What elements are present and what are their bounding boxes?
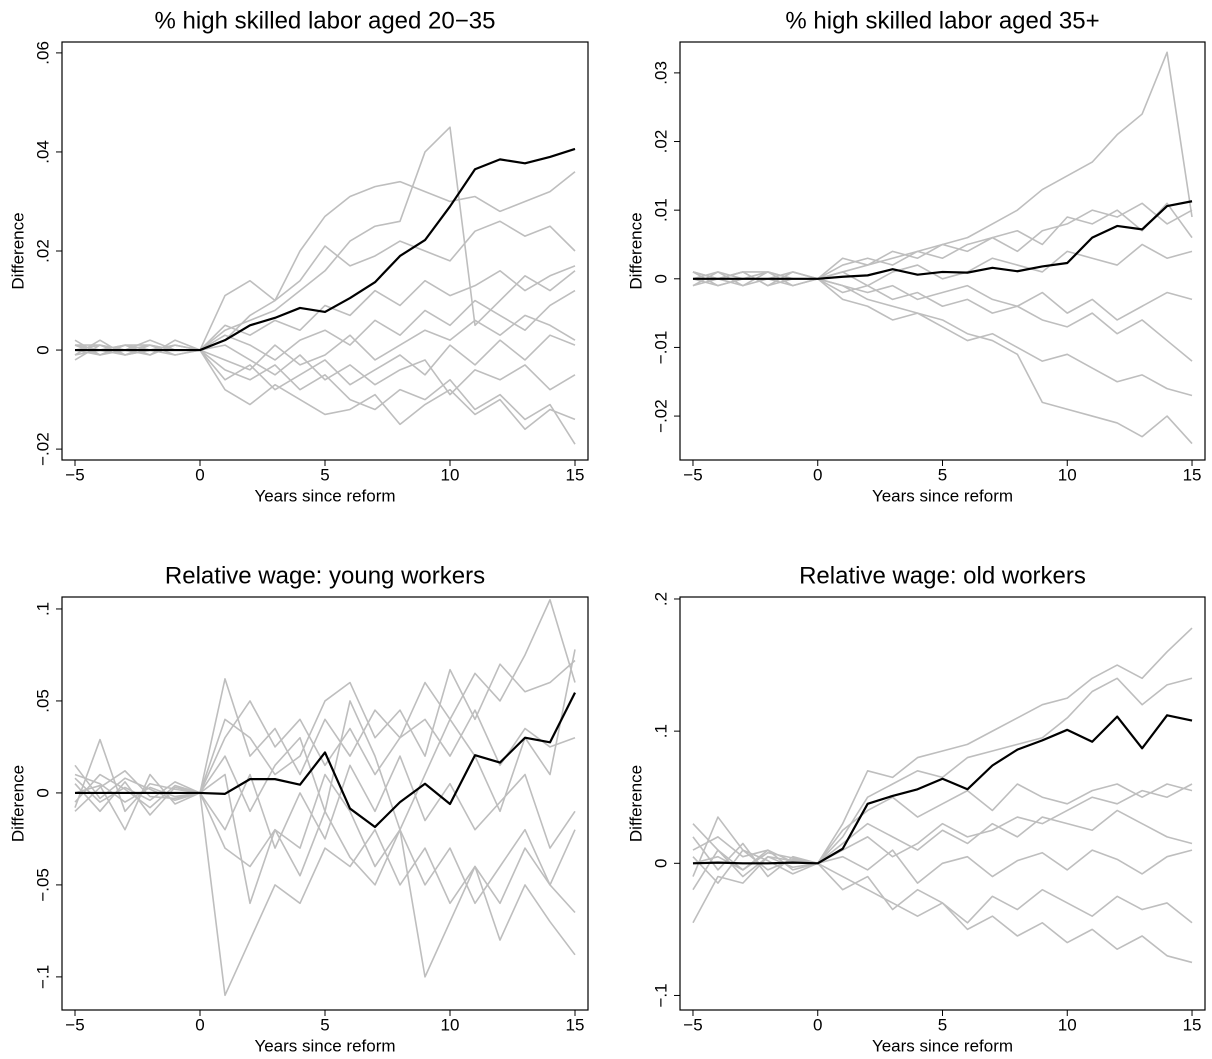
series-line <box>692 783 1193 891</box>
y-tick-label: −.02 <box>651 399 670 433</box>
x-tick-label: 15 <box>1183 1015 1202 1034</box>
series-line <box>692 271 1193 397</box>
plot-frame <box>679 41 1206 461</box>
y-tick-label: .1 <box>33 602 52 616</box>
x-axis-label: Years since reform <box>872 1036 1013 1055</box>
series-line <box>692 809 1193 871</box>
x-axis-label: Years since reform <box>254 486 395 505</box>
x-axis-label: Years since reform <box>254 1036 395 1055</box>
series-line <box>74 171 576 356</box>
y-tick-label: 0 <box>651 859 670 868</box>
series-line <box>74 659 576 816</box>
y-tick-label: −.01 <box>651 331 670 365</box>
panel: Relative wage: young workers −5 0 5 10 15 −.1 −… <box>8 562 589 1055</box>
series-line <box>692 627 1193 871</box>
series-line <box>692 243 1193 287</box>
y-tick-label: .05 <box>33 689 52 713</box>
x-tick-label: 5 <box>320 1015 329 1034</box>
x-tick-label: 15 <box>566 1015 585 1034</box>
y-tick-label: .01 <box>651 198 670 222</box>
series-line <box>692 271 1193 445</box>
series-line <box>692 855 1193 964</box>
series-line <box>74 700 576 812</box>
x-tick-label: 5 <box>938 465 947 484</box>
series-line <box>692 202 1193 287</box>
series-line <box>74 289 576 361</box>
x-axis-label: Years since reform <box>872 486 1013 505</box>
x-tick-label: 5 <box>320 465 329 484</box>
y-axis-label: Difference <box>8 765 27 842</box>
series-line <box>692 677 1193 871</box>
x-tick-label: −5 <box>65 465 84 484</box>
series-line <box>74 314 576 371</box>
y-axis-label: Difference <box>626 765 645 842</box>
y-tick-label: .02 <box>33 239 52 263</box>
series-line <box>75 147 576 352</box>
series-line <box>692 51 1193 287</box>
chart-title: Relative wage: old workers <box>799 562 1086 589</box>
series-line <box>74 339 576 396</box>
chart-title: % high skilled labor aged 20−35 <box>155 7 496 34</box>
series-line <box>692 836 1193 884</box>
x-tick-label: 0 <box>813 465 822 484</box>
series-line <box>74 339 576 431</box>
panel: Relative wage: old workers −5 0 5 10 15 −.1 0 .1… <box>626 562 1206 1055</box>
x-tick-label: 5 <box>938 1015 947 1034</box>
panel: % high skilled labor aged 20−35 −5 0 5 10 15 −… <box>8 7 589 505</box>
plot-area <box>692 627 1193 964</box>
x-tick-label: 0 <box>195 1015 204 1034</box>
chart-title: Relative wage: young workers <box>165 562 485 589</box>
x-tick-label: 15 <box>566 465 585 484</box>
series-line <box>74 773 576 914</box>
x-tick-label: −5 <box>683 465 702 484</box>
panel: % high skilled labor aged 35+ −5 0 5 10 15 −.0… <box>626 7 1206 505</box>
series-line <box>74 773 576 997</box>
x-tick-label: 10 <box>441 465 460 484</box>
series-line <box>74 755 576 849</box>
y-tick-label: .1 <box>651 724 670 738</box>
x-tick-label: 10 <box>1058 465 1077 484</box>
x-tick-label: 10 <box>1058 1015 1077 1034</box>
y-tick-label: .04 <box>33 140 52 164</box>
series-line <box>74 265 576 356</box>
x-tick-label: −5 <box>683 1015 702 1034</box>
series-line <box>692 714 1193 865</box>
series-line <box>74 126 576 351</box>
series-line <box>692 783 1193 877</box>
series-line <box>74 598 576 803</box>
chart-title: % high skilled labor aged 35+ <box>785 7 1099 34</box>
y-tick-label: 0 <box>33 788 52 797</box>
x-tick-label: 10 <box>441 1015 460 1034</box>
y-tick-label: .2 <box>651 592 670 606</box>
y-axis-label: Difference <box>8 212 27 289</box>
plot-frame <box>61 41 589 461</box>
y-tick-label: −.05 <box>33 868 52 902</box>
y-axis-label: Difference <box>626 212 645 289</box>
series-line <box>692 849 1193 924</box>
plot-area <box>74 598 576 997</box>
y-tick-label: 0 <box>33 345 52 354</box>
x-tick-label: −5 <box>65 1015 84 1034</box>
y-tick-label: .03 <box>651 61 670 85</box>
series-line <box>75 692 576 829</box>
x-tick-label: 15 <box>1183 465 1202 484</box>
y-tick-label: −.02 <box>33 432 52 466</box>
plot-area <box>74 126 576 445</box>
y-tick-label: 0 <box>651 274 670 283</box>
y-tick-label: −.1 <box>651 983 670 1007</box>
x-tick-label: 0 <box>195 465 204 484</box>
series-line <box>75 334 576 391</box>
x-tick-label: 0 <box>813 1015 822 1034</box>
y-tick-label: .02 <box>651 130 670 154</box>
y-tick-label: .06 <box>33 41 52 65</box>
y-tick-label: −.1 <box>33 965 52 989</box>
plot-area <box>692 51 1193 445</box>
series-line <box>692 200 1193 280</box>
